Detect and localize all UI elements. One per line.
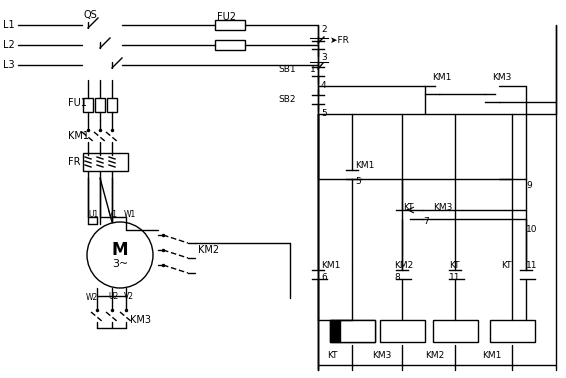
- Text: FR: FR: [68, 157, 80, 167]
- Text: KM3: KM3: [372, 350, 392, 359]
- Bar: [215, 40, 245, 50]
- Text: 9: 9: [526, 181, 531, 189]
- Text: L3: L3: [3, 60, 15, 70]
- Text: 11: 11: [449, 274, 461, 282]
- Text: KM2: KM2: [426, 350, 445, 359]
- Bar: [83, 153, 128, 171]
- Text: W1: W1: [124, 210, 136, 219]
- Text: KM2: KM2: [198, 245, 219, 255]
- Text: KT: KT: [501, 260, 512, 270]
- Bar: [340, 320, 375, 342]
- Text: KM2: KM2: [394, 260, 413, 270]
- Text: V1: V1: [108, 210, 118, 219]
- Text: KM3: KM3: [433, 203, 452, 212]
- Text: KM1: KM1: [68, 131, 89, 141]
- Text: U2: U2: [108, 292, 118, 301]
- Text: KM3: KM3: [492, 73, 511, 82]
- Bar: [330, 320, 340, 342]
- Text: L2: L2: [3, 40, 15, 50]
- Text: KM1: KM1: [482, 350, 501, 359]
- Text: QS: QS: [83, 10, 97, 20]
- Circle shape: [87, 222, 153, 288]
- Text: L1: L1: [3, 20, 15, 30]
- Text: 7: 7: [423, 217, 429, 226]
- Text: W2: W2: [86, 293, 98, 302]
- Text: V2: V2: [124, 292, 134, 301]
- Text: FU1: FU1: [68, 98, 87, 108]
- Text: U1: U1: [88, 210, 98, 219]
- Bar: [330, 320, 375, 342]
- Text: KT: KT: [327, 350, 337, 359]
- Text: 1: 1: [310, 65, 316, 74]
- Text: KM1: KM1: [321, 260, 340, 270]
- Text: ➤FR: ➤FR: [330, 36, 349, 45]
- Text: KT: KT: [403, 203, 414, 212]
- Text: FU2: FU2: [217, 12, 236, 22]
- Text: KM3: KM3: [130, 315, 151, 325]
- Bar: [215, 20, 245, 30]
- Text: 6: 6: [321, 274, 327, 282]
- Text: KM1: KM1: [432, 73, 451, 82]
- Text: 8: 8: [394, 274, 400, 282]
- Text: 10: 10: [526, 226, 538, 234]
- Bar: [433, 320, 478, 342]
- Text: 3~: 3~: [112, 259, 128, 269]
- Text: 11: 11: [526, 260, 538, 270]
- Bar: [83, 98, 93, 112]
- Text: KT: KT: [449, 260, 460, 270]
- Text: M: M: [112, 241, 128, 259]
- Text: 3: 3: [321, 54, 327, 62]
- Bar: [95, 98, 105, 112]
- Text: SB1: SB1: [278, 65, 296, 74]
- Text: 2: 2: [321, 25, 327, 34]
- Text: 5: 5: [321, 108, 327, 118]
- Text: 4: 4: [321, 81, 327, 90]
- Text: 5: 5: [355, 177, 361, 186]
- Bar: [490, 320, 535, 342]
- Bar: [107, 98, 117, 112]
- Bar: [380, 320, 425, 342]
- Text: KM1: KM1: [355, 161, 374, 169]
- Text: SB2: SB2: [278, 94, 296, 104]
